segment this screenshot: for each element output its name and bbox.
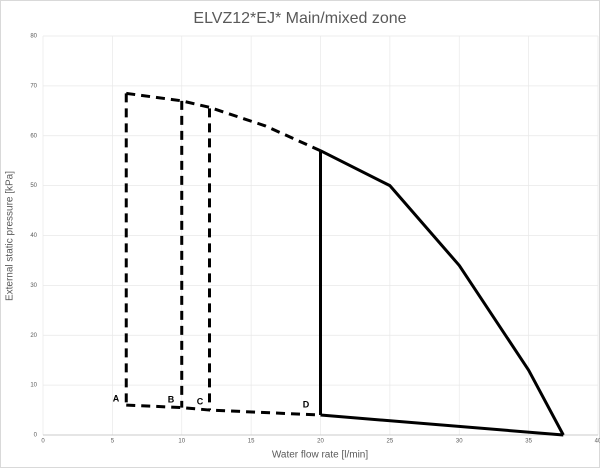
- annotation: D: [303, 399, 310, 409]
- x-tick-label: 15: [248, 439, 255, 445]
- x-tick-label: 40: [595, 439, 600, 445]
- y-axis-label: External static pressure [kPa]: [5, 171, 16, 301]
- x-tick-label: 5: [111, 439, 115, 445]
- y-tick-label: 40: [30, 233, 37, 239]
- x-tick-label: 0: [41, 439, 45, 445]
- x-tick-label: 20: [317, 439, 324, 445]
- x-tick-label: 30: [456, 439, 463, 445]
- y-tick-label: 70: [30, 83, 37, 89]
- line-series: [126, 91, 322, 153]
- annotation: B: [168, 394, 175, 404]
- x-tick-label: 10: [178, 439, 185, 445]
- y-tick-label: 50: [30, 183, 37, 189]
- x-tick-label: 35: [525, 439, 532, 445]
- annotation: A: [113, 393, 120, 403]
- y-tick-label: 20: [30, 333, 37, 339]
- y-tick-label: 0: [34, 433, 38, 439]
- line-series: [126, 403, 321, 417]
- x-tick-label: 25: [387, 439, 394, 445]
- annotation: C: [197, 396, 204, 406]
- y-tick-label: 80: [30, 34, 37, 40]
- line-series: [320, 413, 564, 437]
- x-axis-label: Water flow rate [l/min]: [272, 450, 369, 461]
- y-tick-label: 60: [30, 133, 37, 139]
- y-tick-label: 30: [30, 283, 37, 289]
- y-tick-label: 10: [30, 383, 37, 389]
- chart-title: ELVZ12*EJ* Main/mixed zone: [193, 10, 406, 27]
- line-series: [319, 149, 565, 436]
